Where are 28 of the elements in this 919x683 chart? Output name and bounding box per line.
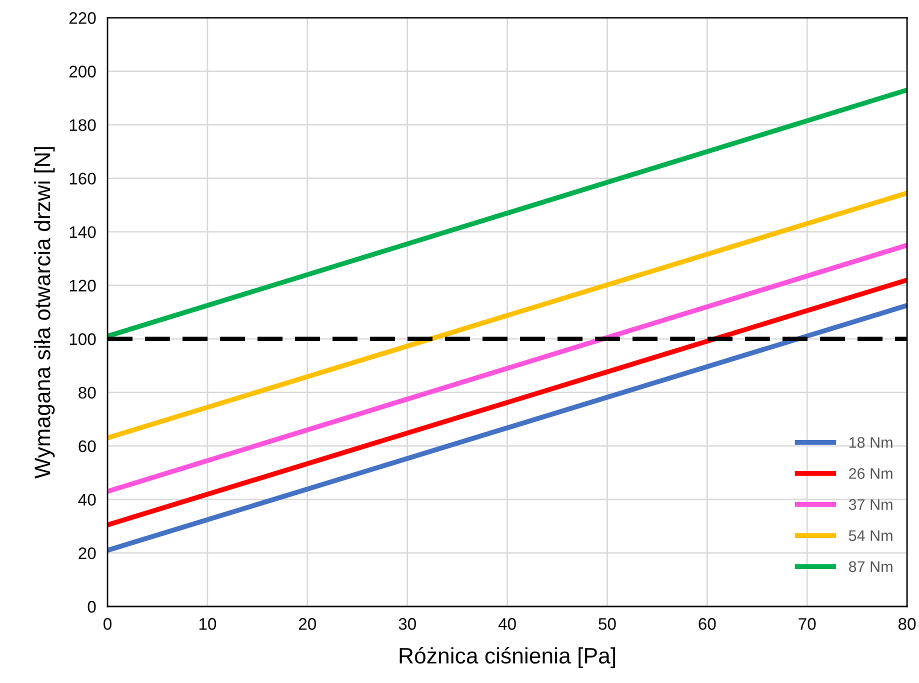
legend-label: 18 Nm — [849, 437, 892, 448]
legend-label: 26 Nm — [849, 468, 892, 479]
y-axis-title: Wymagana siła otwarcia drzwi [N] — [34, 147, 55, 479]
x-tick-label: 0 — [104, 618, 112, 630]
x-tick-label: 60 — [698, 618, 716, 630]
x-tick-label: 10 — [199, 618, 216, 630]
y-tick-label: 160 — [70, 172, 96, 185]
y-tick-label: 40 — [78, 494, 96, 506]
x-tick-label: 50 — [598, 618, 616, 630]
y-tick-label: 20 — [78, 547, 96, 560]
legend-label: 87 Nm — [848, 561, 892, 572]
x-tick-label: 70 — [798, 618, 816, 630]
y-tick-label: 180 — [70, 119, 96, 132]
y-tick-label: 0 — [88, 600, 96, 613]
y-tick-label: 220 — [69, 12, 96, 24]
y-tick-label: 80 — [78, 386, 96, 399]
y-tick-label: 120 — [70, 280, 96, 292]
y-tick-label: 60 — [78, 440, 96, 452]
y-tick-label: 100 — [70, 333, 96, 346]
y-tick-label: 140 — [70, 226, 96, 238]
x-tick-label: 30 — [398, 618, 416, 630]
y-tick-label: 200 — [69, 66, 96, 78]
legend-label: 54 Nm — [848, 530, 892, 542]
x-axis-title: Różnica ciśnienia [Pa] — [400, 647, 616, 668]
x-tick-label: 80 — [898, 618, 916, 630]
legend-label: 37 Nm — [848, 499, 892, 510]
x-tick-label: 20 — [298, 618, 316, 630]
x-tick-label: 40 — [498, 618, 516, 630]
